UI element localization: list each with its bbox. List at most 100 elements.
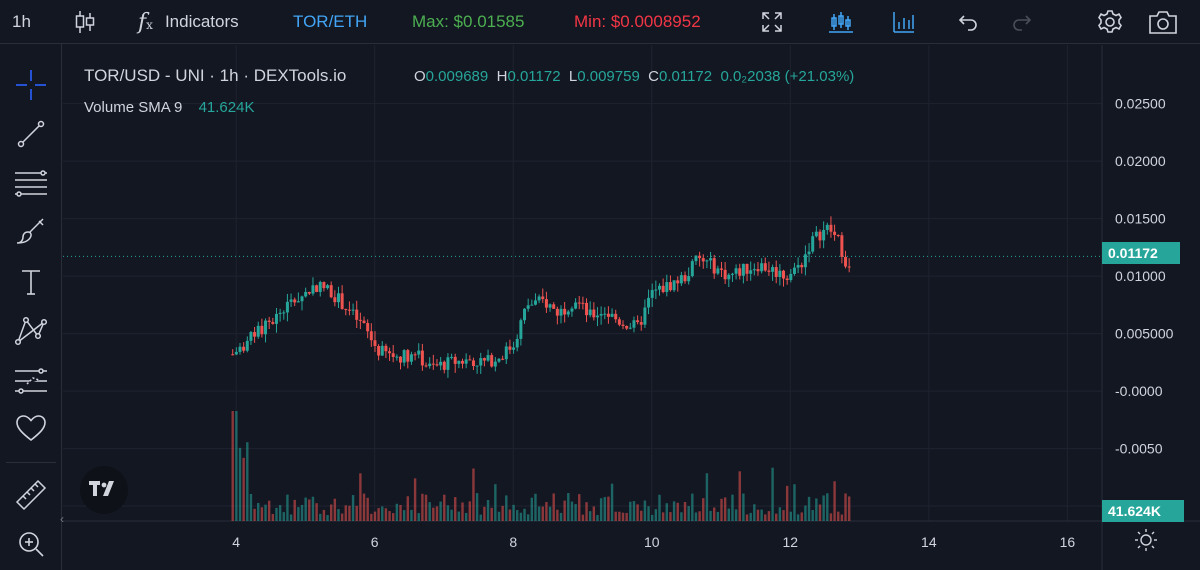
volume-bar [815, 498, 818, 521]
fullscreen-icon[interactable] [760, 0, 784, 44]
tradingview-logo[interactable] [80, 466, 128, 514]
candle-body [690, 261, 694, 277]
candle-body [512, 347, 516, 350]
heart-icon[interactable] [11, 408, 51, 448]
candle-body [274, 313, 278, 324]
volume-bar [607, 496, 610, 521]
candle-body [271, 322, 275, 324]
volume-bar [847, 496, 851, 521]
volume-bar [271, 513, 275, 521]
volume-bar [760, 509, 763, 521]
candle-body [716, 268, 720, 274]
volume-bar [242, 457, 245, 521]
sun-icon[interactable] [1134, 528, 1158, 557]
interval-button[interactable]: 1h [12, 0, 31, 44]
volume-bar [556, 509, 559, 521]
candle-body [336, 293, 340, 303]
volume-bar [727, 508, 731, 521]
indicators-bars-icon[interactable] [892, 0, 916, 44]
volume-bar [767, 511, 771, 521]
volume-bar [516, 510, 519, 521]
settings-icon[interactable] [1096, 0, 1124, 44]
volume-bar [548, 506, 552, 521]
candle-body [643, 307, 647, 325]
volume-bar [676, 502, 679, 521]
brush-icon[interactable] [11, 212, 51, 252]
candle-body [544, 299, 548, 308]
volume-bar [231, 411, 234, 521]
max-price: Max: $0.01585 [412, 0, 524, 44]
volume-bar [424, 494, 428, 521]
volume-bar [811, 510, 814, 521]
fib-icon[interactable] [11, 163, 51, 203]
chart-pane[interactable]: 0.02500 0.02000 0.01500 0.01000 0.005000 -0.0… [63, 45, 1200, 570]
pair-button[interactable]: TOR/ETH [293, 0, 367, 44]
candle-body [836, 234, 840, 236]
candle-body [267, 320, 271, 323]
redo-icon[interactable] [1010, 0, 1034, 44]
candle-body [800, 264, 804, 268]
volume-bar [267, 500, 271, 521]
volume-bar [753, 504, 756, 521]
candle-body [807, 251, 811, 255]
candle-body [698, 255, 702, 259]
chart-type-icon[interactable] [828, 0, 854, 44]
forecast-icon[interactable] [11, 361, 51, 401]
candle-body [829, 224, 833, 232]
volume-bar [661, 512, 665, 521]
candle-body [253, 332, 257, 337]
candle-body [424, 365, 428, 367]
volume-bar [833, 481, 836, 521]
volume-bar [826, 493, 829, 521]
volume-bar [804, 505, 807, 521]
candle-body [420, 350, 424, 366]
volume-bar [432, 507, 435, 521]
candle-body [373, 340, 377, 346]
ruler-icon[interactable] [11, 475, 51, 515]
candle-body [515, 338, 519, 348]
candle-body [840, 235, 844, 257]
volume-bar [293, 499, 296, 521]
candle-body [377, 345, 381, 356]
candle-body [734, 268, 738, 274]
candle-body [442, 361, 446, 370]
candles-icon[interactable] [74, 0, 96, 44]
candle-body [555, 308, 559, 316]
time-tick-label: 8 [509, 534, 517, 550]
price-chart[interactable]: 0.02500 0.02000 0.01500 0.01000 0.005000 -0.0… [63, 45, 1200, 570]
candle-body [490, 355, 494, 367]
candle-body [796, 264, 800, 268]
volume-bar [592, 506, 596, 521]
volume-bar [344, 505, 347, 521]
candle-body [585, 302, 589, 316]
volume-bar [585, 502, 588, 521]
undo-icon[interactable] [956, 0, 980, 44]
camera-icon[interactable] [1148, 0, 1178, 44]
candle-body [599, 314, 603, 316]
candle-body [417, 350, 421, 355]
time-tick-label: 16 [1060, 534, 1076, 550]
volume-bar [756, 509, 760, 521]
volume-bar [680, 512, 683, 521]
volume-bar [800, 512, 803, 521]
indicators-button[interactable]: fx Indicators [138, 0, 239, 44]
candle-body [519, 320, 523, 339]
trendline-icon[interactable] [11, 114, 51, 154]
candle-body [767, 270, 771, 272]
pattern-icon[interactable] [11, 311, 51, 351]
volume-bar [837, 511, 840, 521]
collapse-arrow-icon[interactable]: ‹ [60, 512, 64, 526]
text-icon[interactable] [11, 262, 51, 302]
volume-legend: Volume SMA 9 41.624K [84, 99, 254, 116]
candle-body [774, 267, 778, 277]
volume-bar [246, 442, 249, 521]
volume-bar [709, 510, 712, 521]
volume-bar [610, 483, 614, 521]
crosshair-icon[interactable] [11, 65, 51, 105]
candle-body [592, 309, 596, 318]
volume-bar [494, 484, 497, 521]
zoom-icon[interactable] [11, 524, 51, 564]
candle-body [311, 285, 315, 294]
volume-bar [588, 511, 592, 521]
volume-bar [818, 504, 822, 521]
